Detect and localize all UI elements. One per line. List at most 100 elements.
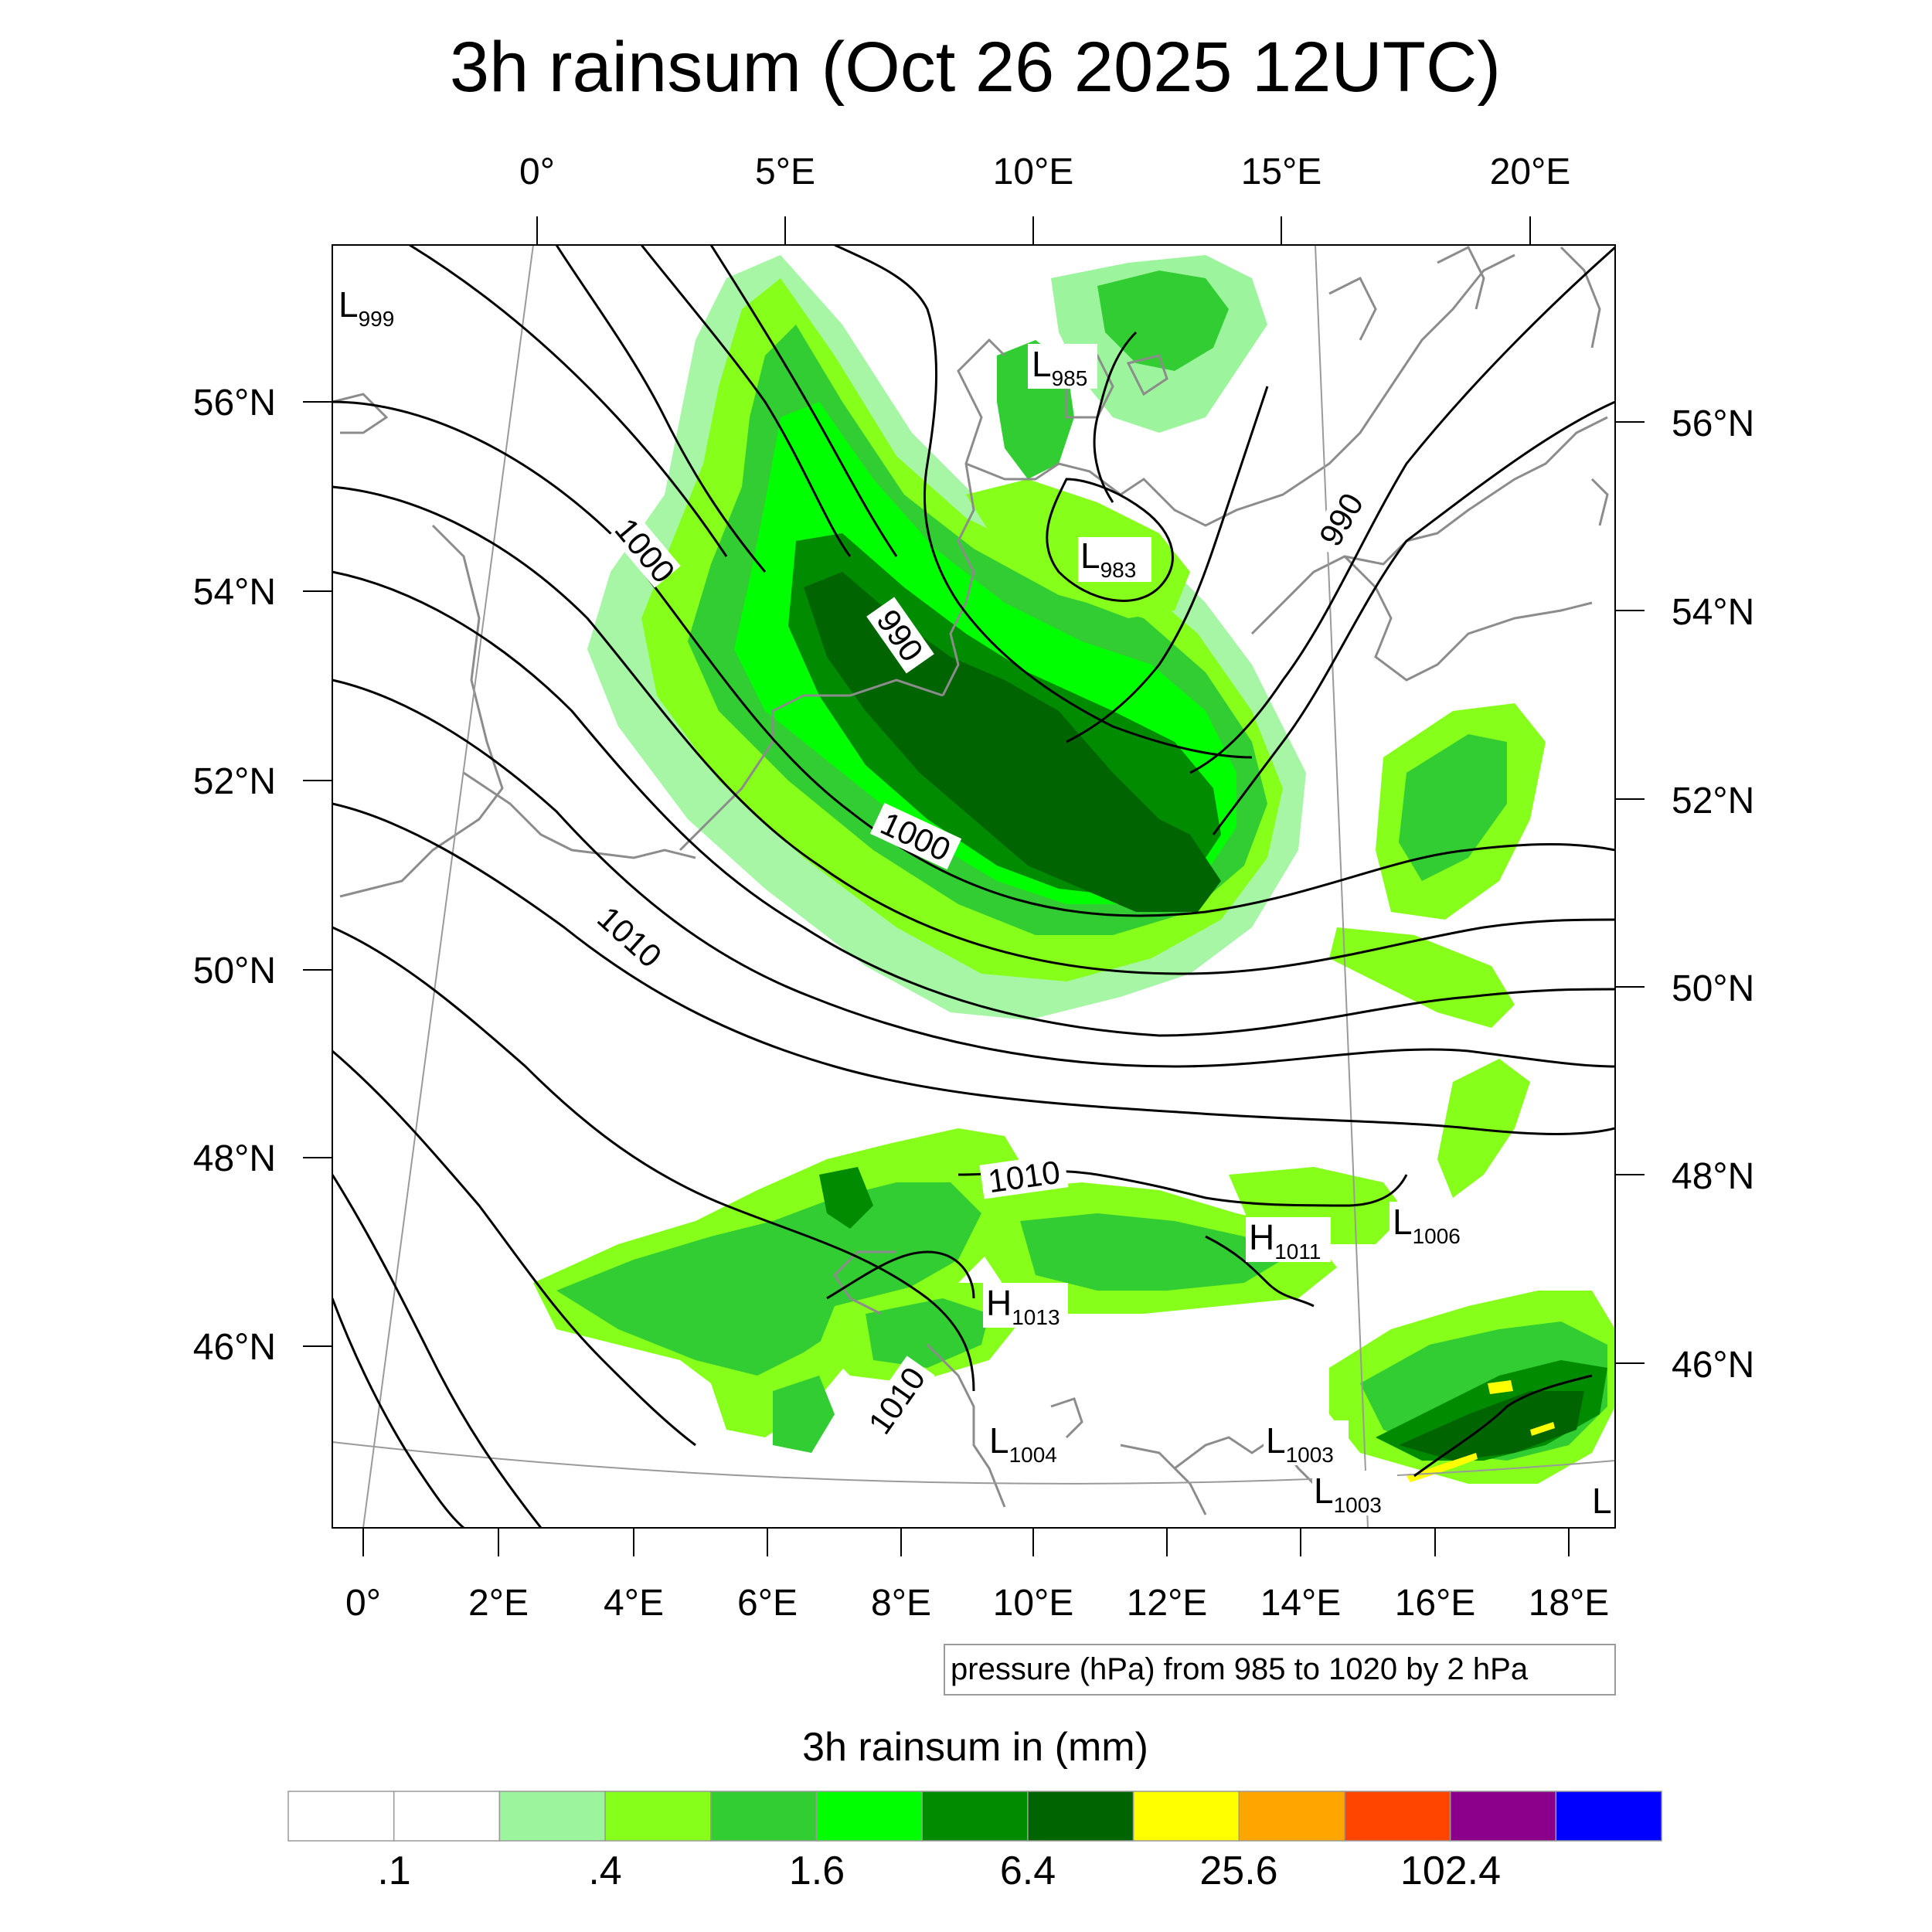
top-lon-tick-15e: 15°E bbox=[1241, 151, 1322, 192]
bottom-lon-tick-8e: 8°E bbox=[871, 1583, 931, 1624]
left-lat-tick-46n: 46°N bbox=[193, 1327, 276, 1368]
low-center-1004: L1004 bbox=[989, 1420, 1057, 1467]
bottom-lon-tick-0: 0° bbox=[345, 1583, 381, 1624]
low-center-985: L985 bbox=[1028, 344, 1097, 390]
left-lat-tick-50n: 50°N bbox=[193, 951, 276, 992]
low-center-999: L999 bbox=[338, 284, 394, 331]
colorbar bbox=[287, 1791, 1662, 1842]
center-letter: L bbox=[338, 284, 359, 325]
rain-hungary bbox=[1437, 1059, 1530, 1198]
left-latitude-axis bbox=[303, 401, 332, 1347]
colorbar-swatch-10 bbox=[1344, 1791, 1451, 1842]
svg-text:H1011: H1011 bbox=[1249, 1217, 1321, 1264]
rain-max-yellow-3 bbox=[1530, 1422, 1555, 1436]
colorbar-label-25-6: 25.6 bbox=[1199, 1849, 1277, 1893]
left-lat-tick-52n: 52°N bbox=[193, 761, 276, 802]
center-letter: L bbox=[1080, 536, 1100, 576]
colorbar-swatch-0 bbox=[287, 1791, 395, 1842]
rain-liguria bbox=[773, 1376, 835, 1453]
bottom-longitude-axis bbox=[362, 1528, 1570, 1556]
colorbar-swatch-12 bbox=[1555, 1791, 1662, 1842]
colorbar-swatch-7 bbox=[1027, 1791, 1134, 1842]
high-center-1013: H1013 bbox=[983, 1283, 1068, 1329]
colorbar-swatch-8 bbox=[1132, 1791, 1240, 1842]
top-lon-tick-20e: 20°E bbox=[1490, 151, 1571, 192]
precipitation-field bbox=[533, 255, 1615, 1484]
svg-text:L983: L983 bbox=[1080, 536, 1136, 582]
center-letter: L bbox=[989, 1420, 1009, 1461]
colorbar-swatch-2 bbox=[498, 1791, 606, 1842]
rain-czech bbox=[1329, 927, 1515, 1028]
right-lat-tick-56n: 56°N bbox=[1672, 403, 1754, 444]
rain-core bbox=[1066, 804, 1221, 912]
center-value: 1003 bbox=[1334, 1493, 1382, 1517]
low-center-edge: L bbox=[1592, 1481, 1612, 1521]
bottom-lon-tick-16e: 16°E bbox=[1395, 1583, 1476, 1624]
rain-alps-west-green bbox=[556, 1182, 981, 1376]
right-lat-tick-48n: 48°N bbox=[1672, 1156, 1754, 1197]
svg-text:L: L bbox=[1592, 1481, 1612, 1521]
svg-text:H1013: H1013 bbox=[986, 1283, 1060, 1329]
bottom-lon-tick-4e: 4°E bbox=[604, 1583, 664, 1624]
right-lat-tick-46n: 46°N bbox=[1672, 1345, 1754, 1386]
center-letter: L bbox=[1032, 344, 1052, 384]
svg-text:L999: L999 bbox=[338, 284, 394, 331]
map-panel: 1000 990 1000 1010 990 1010 1010 L999 bbox=[332, 244, 1616, 1529]
coastlines bbox=[332, 245, 1609, 1515]
low-center-1003-east: L1003 bbox=[1264, 1420, 1349, 1467]
high-center-1011: H1011 bbox=[1246, 1217, 1331, 1264]
colorbar-swatch-6 bbox=[921, 1791, 1029, 1842]
center-value: 1006 bbox=[1413, 1224, 1461, 1248]
left-lat-tick-48n: 48°N bbox=[193, 1138, 276, 1179]
colorbar-swatch-11 bbox=[1449, 1791, 1557, 1842]
colorbar-label-6-4: 6.4 bbox=[1000, 1849, 1056, 1893]
top-lon-tick-0: 0° bbox=[519, 151, 555, 192]
colorbar-swatch-1 bbox=[393, 1791, 501, 1842]
rain-alps-central-green bbox=[1020, 1213, 1283, 1291]
rain-max-yellow-1 bbox=[1488, 1380, 1513, 1394]
svg-text:L1004: L1004 bbox=[989, 1420, 1057, 1467]
rain-poland-green bbox=[1399, 734, 1507, 881]
colorbar-label-0-1: .1 bbox=[377, 1849, 410, 1893]
center-letter: H bbox=[986, 1283, 1012, 1323]
svg-text:L985: L985 bbox=[1032, 344, 1087, 390]
right-lat-tick-50n: 50°N bbox=[1672, 968, 1754, 1009]
center-value: 1004 bbox=[1009, 1443, 1057, 1467]
contour-info-text: pressure (hPa) from 985 to 1020 by 2 hPa bbox=[951, 1652, 1529, 1686]
colorbar-swatch-5 bbox=[815, 1791, 923, 1842]
center-value: 1013 bbox=[1012, 1305, 1060, 1329]
rain-north-baltic-green bbox=[1097, 270, 1229, 371]
center-letter: L bbox=[1592, 1481, 1612, 1521]
right-latitude-axis bbox=[1615, 421, 1645, 1364]
contour-info-box: pressure (hPa) from 985 to 1020 by 2 hPa bbox=[944, 1644, 1616, 1696]
right-lat-tick-54n: 54°N bbox=[1672, 592, 1754, 633]
center-value: 983 bbox=[1100, 558, 1137, 582]
low-center-983: L983 bbox=[1078, 536, 1151, 582]
map-title: 3h rainsum (Oct 26 2025 12UTC) bbox=[450, 28, 1501, 107]
left-lat-tick-56n: 56°N bbox=[193, 383, 276, 423]
graticule bbox=[332, 245, 1615, 1528]
svg-text:L1003: L1003 bbox=[1314, 1471, 1382, 1517]
rain-alps-west-dark bbox=[819, 1167, 873, 1229]
colorbar-swatch-9 bbox=[1238, 1791, 1345, 1842]
low-center-1003-south: L1003 bbox=[1312, 1471, 1397, 1517]
top-lon-tick-5e: 5°E bbox=[755, 151, 815, 192]
rain-balkans-darkest bbox=[1399, 1391, 1584, 1461]
colorbar-swatch-4 bbox=[710, 1791, 818, 1842]
colorbar-label-1-6: 1.6 bbox=[789, 1849, 845, 1893]
center-value: 1003 bbox=[1286, 1443, 1334, 1467]
center-letter: L bbox=[1314, 1471, 1334, 1511]
top-lon-tick-10e: 10°E bbox=[993, 151, 1074, 192]
colorbar-label-0-4: .4 bbox=[588, 1849, 621, 1893]
rain-po-valley-green bbox=[866, 1298, 989, 1368]
svg-text:L1003: L1003 bbox=[1266, 1420, 1334, 1467]
bottom-lon-tick-2e: 2°E bbox=[468, 1583, 529, 1624]
center-value: 999 bbox=[359, 307, 395, 331]
left-lat-tick-54n: 54°N bbox=[193, 572, 276, 613]
right-lat-tick-52n: 52°N bbox=[1672, 781, 1754, 821]
bottom-lon-tick-14e: 14°E bbox=[1260, 1583, 1342, 1624]
colorbar-swatch-3 bbox=[604, 1791, 712, 1842]
pressure-centers: L999 L985 L983 H1011 L1006 bbox=[338, 284, 1612, 1521]
colorbar-labels: .1 .4 1.6 6.4 25.6 102.4 bbox=[377, 1849, 1501, 1893]
colorbar-label-102-4: 102.4 bbox=[1400, 1849, 1501, 1893]
